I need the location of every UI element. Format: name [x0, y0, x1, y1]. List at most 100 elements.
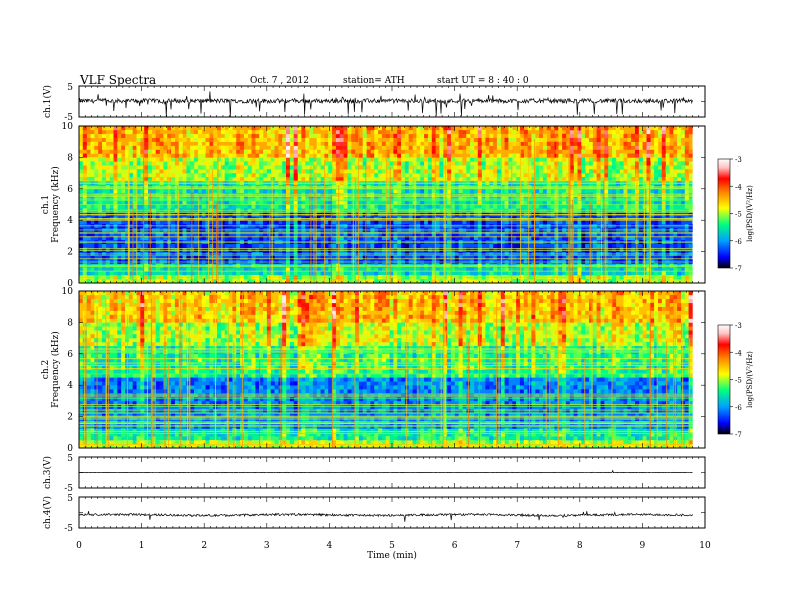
spectrogram-cell [681, 149, 686, 154]
spectrogram-cell [650, 165, 655, 170]
spectrogram-cell [98, 204, 103, 209]
spectrogram-cell [562, 243, 567, 248]
spectrogram-cell [286, 247, 291, 252]
spectrogram-cell [393, 259, 398, 264]
spectrogram-cell [90, 357, 95, 362]
spectrogram-cell [462, 126, 467, 131]
spectrogram-cell [174, 161, 179, 166]
spectrogram-cell [569, 232, 574, 237]
spectrogram-cell [309, 149, 314, 154]
spectrogram-cell [132, 291, 137, 296]
spectrogram-cell [140, 389, 145, 394]
spectrogram-cell [408, 145, 413, 150]
spectrogram-cell [132, 267, 137, 272]
spectrogram-cell [485, 188, 490, 193]
spectrogram-cell [159, 141, 164, 146]
spectrogram-cell [427, 133, 432, 138]
spectrogram-cell [677, 271, 682, 276]
spectrogram-cell [228, 145, 233, 150]
spectrogram-cell [661, 169, 666, 174]
spectrogram-cell [90, 267, 95, 272]
spectrogram-cell [121, 326, 126, 331]
spectrogram-cell [527, 204, 532, 209]
spectrogram-cell [450, 279, 455, 284]
spectrogram-cell [297, 165, 302, 170]
spectrogram-cell [205, 220, 210, 225]
spectrogram-cell [282, 220, 287, 225]
spectrogram-cell [496, 247, 501, 252]
spectrogram-cell [270, 137, 275, 142]
spectrogram-cell [293, 259, 298, 264]
spectrogram-cell [374, 161, 379, 166]
spectrogram-cell [217, 200, 222, 205]
spectrogram-cell [493, 145, 498, 150]
spectrogram-cell [397, 255, 402, 260]
spectrogram-cell [565, 220, 570, 225]
spectrogram-cell [347, 188, 352, 193]
spectrogram-cell [98, 126, 103, 131]
spectrogram-cell [255, 137, 260, 142]
spectrogram-cell [477, 255, 482, 260]
spectrogram-cell [240, 157, 245, 162]
spectrogram-cell [171, 145, 176, 150]
spectrogram-cell [128, 161, 133, 166]
spectrogram-cell [98, 173, 103, 178]
spectrogram-cell [554, 145, 559, 150]
spectrogram-cell [132, 279, 137, 284]
spectrogram-cell [174, 145, 179, 150]
spectrogram-cell [102, 302, 107, 307]
spectrogram-cell [125, 291, 130, 296]
spectrogram-cell [328, 145, 333, 150]
spectrogram-cell [554, 279, 559, 284]
spectrogram-cell [569, 149, 574, 154]
spectrogram-cell [604, 259, 609, 264]
spectrogram-cell [508, 200, 513, 205]
spectrogram-cell [500, 129, 505, 135]
spectrogram-cell [627, 267, 632, 272]
spectrogram-cell [378, 161, 383, 166]
spectrogram-cell [144, 177, 149, 182]
spectrogram-cell [355, 177, 360, 182]
spectrogram-cell [94, 345, 99, 351]
spectrogram-cell [527, 200, 532, 205]
spectrogram-cell [243, 188, 248, 193]
spectrogram-cell [316, 220, 321, 225]
spectrogram-cell [140, 400, 145, 406]
spectrogram-cell [562, 200, 567, 205]
spectrogram-cell [631, 137, 636, 142]
spectrogram-cell [381, 235, 386, 241]
spectrogram-cell [94, 326, 99, 331]
spectrogram-cell [255, 126, 260, 131]
spectrogram-cell [389, 137, 394, 142]
spectrogram-cell [374, 157, 379, 162]
spectrogram-cell [301, 153, 306, 158]
spectrogram-cell [500, 177, 505, 182]
spectrogram-cell [339, 259, 344, 264]
spectrogram-cell [527, 259, 532, 264]
spectrogram-cell [316, 141, 321, 146]
spectrogram-cell [512, 173, 517, 178]
spectrogram-cell [358, 271, 363, 276]
spectrogram-cell [646, 129, 651, 135]
spectrogram-cell [504, 255, 509, 260]
spectrogram-cell [182, 165, 187, 170]
spectrogram-cell [496, 157, 501, 162]
spectrogram-cell [217, 267, 222, 272]
spectrogram-cell [247, 279, 252, 284]
spectrogram-cell [113, 365, 118, 370]
spectrogram-cell [136, 133, 141, 138]
spectrogram-cell [684, 157, 689, 162]
spectrogram-cell [481, 165, 486, 170]
spectrogram-cell [79, 436, 84, 441]
spectrogram-cell [102, 243, 107, 248]
spectrogram-cell [681, 177, 686, 182]
spectrogram-cell [596, 133, 601, 138]
spectrogram-cell [661, 129, 666, 135]
spectrogram-cell [136, 271, 141, 276]
spectrogram-cell [148, 153, 153, 158]
spectrogram-cell [612, 220, 617, 225]
spectrogram-cell [109, 126, 114, 131]
spectrogram-cell [109, 302, 114, 307]
spectrogram-cell [117, 298, 122, 304]
spectrogram-cell [581, 279, 586, 284]
